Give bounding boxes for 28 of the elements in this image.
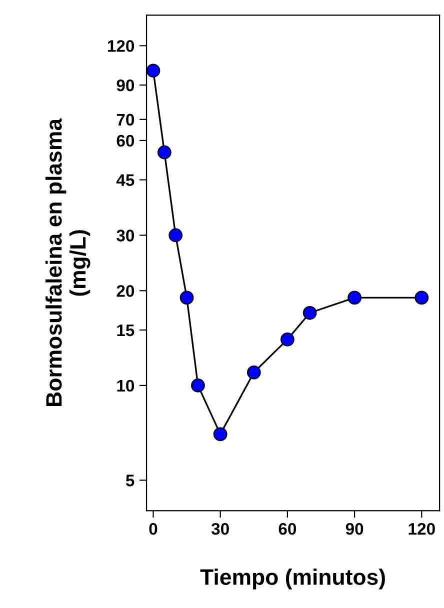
y-tick-label: 15 bbox=[117, 324, 134, 336]
x-axis-title: Tiempo (minutos) bbox=[200, 568, 385, 590]
y-axis-title: Bormosulfaleina en plasma (mg/L) bbox=[45, 118, 90, 406]
x-tick-label: 60 bbox=[278, 522, 296, 535]
y-tick-label: 90 bbox=[116, 79, 134, 92]
x-tick-label: 0 bbox=[149, 522, 158, 535]
y-tick-label: 45 bbox=[116, 174, 134, 186]
point bbox=[157, 145, 172, 160]
point bbox=[280, 332, 294, 346]
y-tick-label: 10 bbox=[117, 380, 134, 392]
point bbox=[246, 365, 261, 380]
y-tick-label: 70 bbox=[116, 114, 134, 126]
point bbox=[213, 427, 228, 442]
y-tick-label: 20 bbox=[116, 285, 134, 297]
y-tick-label: 60 bbox=[116, 134, 134, 147]
point bbox=[302, 306, 317, 320]
x-tick-label: 30 bbox=[211, 522, 229, 535]
x-tick-label: 120 bbox=[408, 522, 435, 535]
point bbox=[168, 228, 183, 242]
y-tick-label: 30 bbox=[116, 230, 134, 242]
point bbox=[180, 290, 194, 305]
y-tick-label: 120 bbox=[108, 40, 134, 52]
point bbox=[146, 64, 160, 78]
x-tick-label: 90 bbox=[346, 522, 364, 535]
point bbox=[414, 290, 429, 305]
point bbox=[191, 378, 205, 392]
point bbox=[348, 290, 362, 305]
y-tick-label: 5 bbox=[126, 474, 134, 486]
